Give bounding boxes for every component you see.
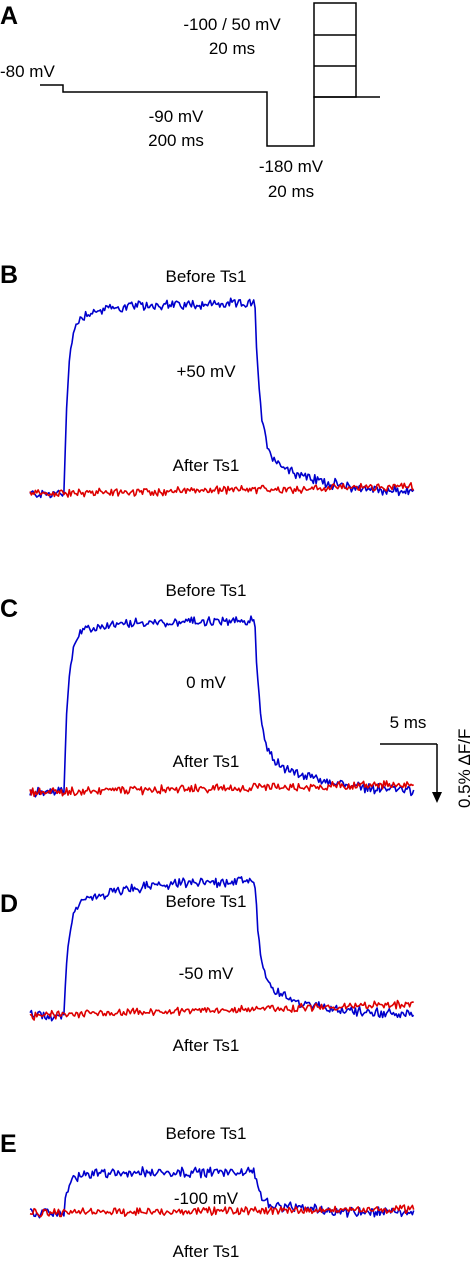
voltage-label: +50 mV [176, 362, 236, 381]
before-ts1-label: Before Ts1 [166, 581, 247, 600]
test-step-duration-label: 20 ms [209, 39, 255, 58]
hyperpolarizing-step-duration-label: 20 ms [268, 182, 314, 201]
prepulse-voltage-label: -90 mV [149, 107, 204, 126]
protocol-trace [40, 84, 380, 147]
voltage-label: -50 mV [179, 964, 234, 983]
panel-letter-a: A [0, 2, 18, 30]
protocol-panel: A -80 mV -90 mV 200 ms -180 mV 20 ms -10… [0, 2, 380, 201]
holding-potential-label: -80 mV [0, 62, 55, 81]
panel-b: B Before Ts1 +50 mV After Ts1 [0, 261, 415, 499]
panel-letter-e: E [0, 1130, 17, 1158]
before-ts1-label: Before Ts1 [166, 892, 247, 911]
after-ts1-label: After Ts1 [173, 752, 240, 771]
before-ts1-trace [29, 876, 415, 1022]
test-step-voltage-label: -100 / 50 mV [183, 15, 281, 34]
panel-letter-c: C [0, 595, 18, 623]
before-ts1-label: Before Ts1 [166, 1124, 247, 1143]
panel-letter-d: D [0, 890, 18, 918]
scale-bar: 5 ms 0.5% ΔF/F [380, 713, 474, 808]
after-ts1-trace [29, 482, 415, 498]
panel-e: E Before Ts1 -100 mV After Ts1 [0, 1124, 415, 1261]
before-ts1-label: Before Ts1 [166, 267, 247, 286]
amplitude-scale-label: 0.5% ΔF/F [455, 729, 474, 808]
before-ts1-trace [29, 297, 415, 499]
voltage-label: -100 mV [174, 1189, 239, 1208]
hyperpolarizing-step-voltage-label: -180 mV [259, 157, 324, 176]
after-ts1-label: After Ts1 [173, 456, 240, 475]
amplitude-arrow-icon [432, 792, 442, 803]
after-ts1-trace [29, 780, 414, 797]
after-ts1-trace [29, 1204, 415, 1218]
prepulse-duration-label: 200 ms [148, 131, 204, 150]
panel-letter-b: B [0, 261, 18, 289]
panel-c: C Before Ts1 0 mV After Ts1 [0, 581, 415, 798]
after-ts1-label: After Ts1 [173, 1242, 240, 1261]
time-scale-label: 5 ms [390, 713, 427, 732]
after-ts1-trace [29, 999, 414, 1021]
after-ts1-label: After Ts1 [173, 1036, 240, 1055]
panel-d: D Before Ts1 -50 mV After Ts1 [0, 876, 415, 1055]
test-step-box [313, 2, 357, 98]
voltage-label: 0 mV [186, 673, 226, 692]
